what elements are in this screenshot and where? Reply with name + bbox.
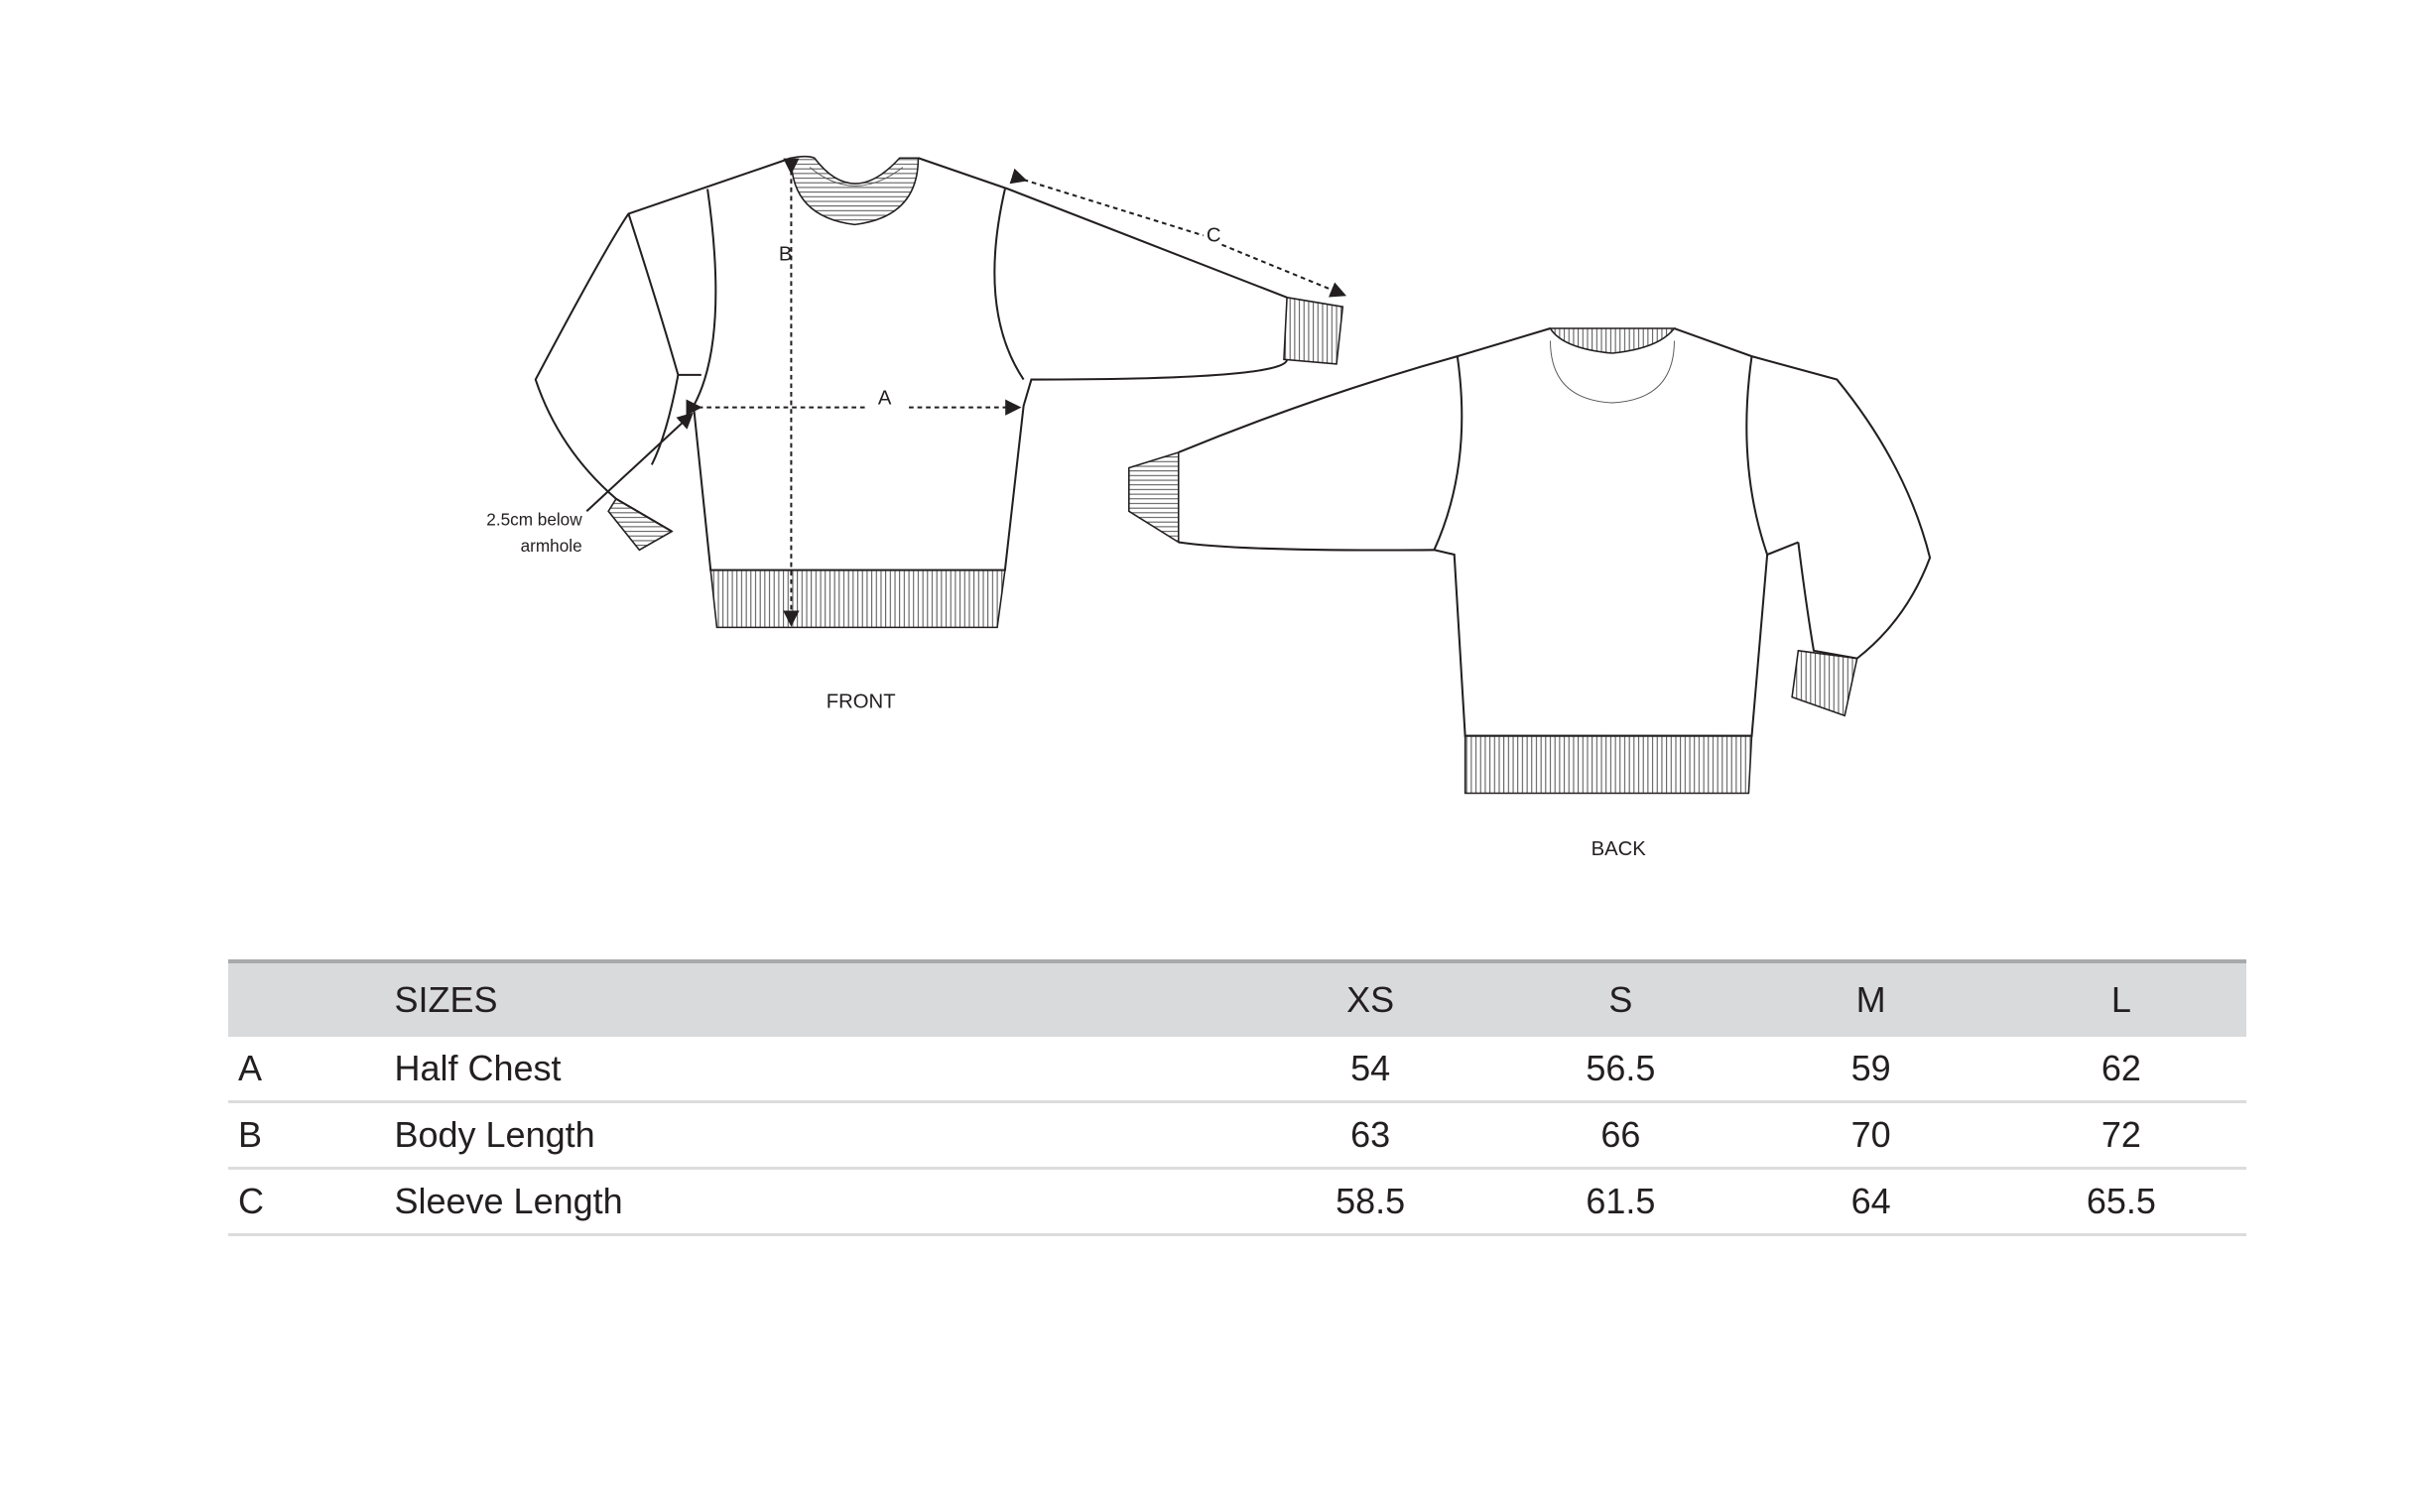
- cell-value: 58.5: [1245, 1168, 1496, 1236]
- cell-value: 61.5: [1495, 1168, 1746, 1236]
- row-name: Half Chest: [394, 1037, 1246, 1103]
- measure-c-label: C: [1207, 225, 1221, 247]
- garment-diagram: A B C 2.5cm below armhole FRONT BACK: [486, 155, 1932, 860]
- row-code: B: [228, 1101, 395, 1170]
- cell-value: 66: [1495, 1101, 1746, 1170]
- front-label: FRONT: [827, 692, 896, 713]
- header-blank: [228, 959, 395, 1037]
- size-chart-table: SIZES XS S M L A Half Chest 54 56.5 59 6…: [228, 959, 2246, 1236]
- header-size-m: M: [1745, 959, 1996, 1037]
- cell-value: 56.5: [1495, 1037, 1746, 1103]
- row-code: C: [228, 1168, 395, 1236]
- table-header-row: SIZES XS S M L: [228, 959, 2246, 1037]
- front-sweater-drawing: A B C 2.5cm below armhole FRONT: [486, 155, 1347, 713]
- note-line-2: armhole: [521, 536, 582, 556]
- cell-value: 62: [1995, 1037, 2246, 1103]
- header-sizes: SIZES: [394, 959, 1246, 1037]
- header-size-xs: XS: [1245, 959, 1496, 1037]
- row-name: Body Length: [394, 1101, 1246, 1170]
- measure-a-label: A: [878, 388, 892, 410]
- table-row: A Half Chest 54 56.5 59 62: [228, 1037, 2246, 1103]
- note-line-1: 2.5cm below: [486, 509, 582, 529]
- back-sweater-drawing: BACK: [1128, 327, 1932, 860]
- cell-value: 65.5: [1995, 1168, 2246, 1236]
- header-size-l: L: [1995, 959, 2246, 1037]
- table-row: C Sleeve Length 58.5 61.5 64 65.5: [228, 1168, 2246, 1236]
- back-label: BACK: [1591, 838, 1647, 860]
- cell-value: 72: [1995, 1101, 2246, 1170]
- measure-b-label: B: [779, 243, 793, 265]
- cell-value: 59: [1745, 1037, 1996, 1103]
- cell-value: 63: [1245, 1101, 1496, 1170]
- table-row: B Body Length 63 66 70 72: [228, 1101, 2246, 1170]
- cell-value: 70: [1745, 1101, 1996, 1170]
- row-name: Sleeve Length: [394, 1168, 1246, 1236]
- header-size-s: S: [1495, 959, 1746, 1037]
- cell-value: 54: [1245, 1037, 1496, 1103]
- cell-value: 64: [1745, 1168, 1996, 1236]
- row-code: A: [228, 1037, 395, 1103]
